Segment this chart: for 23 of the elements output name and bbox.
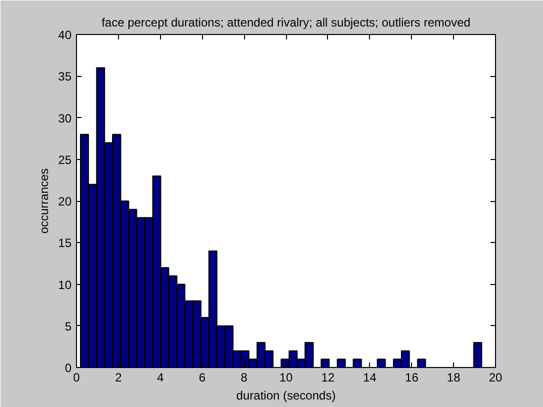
x-tick-label: 20 <box>488 370 502 384</box>
y-tick-label: 35 <box>58 70 72 84</box>
x-tick-label: 4 <box>156 370 164 384</box>
x-tick-label: 18 <box>446 370 461 384</box>
x-tick-label: 0 <box>73 370 80 384</box>
x-tick-label: 8 <box>240 370 248 384</box>
x-tick-label: 16 <box>405 370 419 384</box>
y-tick-label: 25 <box>58 152 72 167</box>
x-tick-label: 2 <box>115 370 122 384</box>
y-tick-label: 0 <box>64 361 72 375</box>
y-tick-label: 10 <box>58 278 72 292</box>
y-tick-label: 20 <box>58 194 72 208</box>
y-tick-label: 5 <box>64 319 72 334</box>
x-tick-label: 12 <box>321 370 335 384</box>
x-tick-label: 10 <box>279 370 293 384</box>
x-tick-label: 14 <box>363 370 377 384</box>
y-axis-title: occurrances <box>37 168 52 234</box>
y-tick-label: 30 <box>58 111 72 126</box>
x-tick-label: 6 <box>198 370 206 384</box>
x-axis-title: duration (seconds) <box>236 388 336 402</box>
chart-title: face percept durations; attended rivalry; all subjects; outliers removed <box>102 16 470 30</box>
y-tick-label: 40 <box>58 28 72 42</box>
y-tick-label: 15 <box>58 236 72 250</box>
